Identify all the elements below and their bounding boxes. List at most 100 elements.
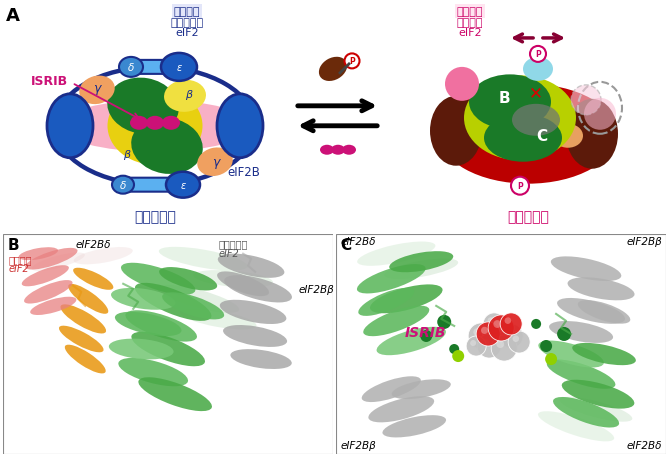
Text: eIF2: eIF2 [458, 28, 482, 38]
Ellipse shape [180, 309, 257, 330]
Text: リン酸化: リン酸化 [8, 254, 32, 264]
Ellipse shape [566, 100, 618, 169]
Ellipse shape [146, 117, 164, 130]
Text: C: C [340, 237, 352, 252]
Ellipse shape [342, 146, 356, 156]
Ellipse shape [358, 288, 414, 316]
Ellipse shape [557, 298, 625, 324]
Ellipse shape [47, 95, 93, 158]
Circle shape [420, 330, 432, 342]
Text: eIF2Bδ: eIF2Bδ [75, 239, 111, 249]
Ellipse shape [19, 248, 58, 261]
Circle shape [557, 327, 571, 341]
Text: P: P [349, 57, 355, 66]
FancyBboxPatch shape [125, 178, 185, 192]
Circle shape [504, 329, 511, 336]
Ellipse shape [392, 380, 451, 399]
Ellipse shape [320, 146, 334, 156]
Circle shape [511, 177, 529, 195]
Text: ISRIB: ISRIB [405, 325, 446, 339]
Ellipse shape [357, 242, 436, 266]
Ellipse shape [561, 380, 634, 409]
Text: eIF2: eIF2 [218, 248, 239, 258]
Circle shape [488, 318, 494, 324]
Ellipse shape [357, 264, 425, 294]
Text: δ: δ [120, 180, 126, 190]
Ellipse shape [30, 297, 76, 315]
Ellipse shape [59, 101, 251, 152]
FancyBboxPatch shape [125, 61, 185, 75]
Circle shape [470, 340, 476, 346]
Ellipse shape [218, 254, 284, 278]
Ellipse shape [73, 268, 113, 290]
Text: P: P [535, 50, 541, 59]
Ellipse shape [551, 257, 621, 281]
Ellipse shape [139, 377, 212, 411]
Text: 活性型構造: 活性型構造 [134, 210, 176, 224]
Circle shape [571, 86, 601, 116]
Ellipse shape [74, 247, 133, 265]
Circle shape [483, 313, 505, 335]
Ellipse shape [363, 306, 429, 336]
Text: eIF2B: eIF2B [227, 166, 260, 179]
Circle shape [445, 68, 479, 101]
Text: eIF2Bδ: eIF2Bδ [626, 441, 662, 450]
Circle shape [449, 344, 459, 354]
Ellipse shape [65, 345, 106, 374]
Text: 阻害型構造: 阻害型構造 [507, 210, 549, 224]
Ellipse shape [125, 311, 197, 342]
Ellipse shape [523, 58, 553, 82]
Ellipse shape [377, 327, 446, 355]
Circle shape [530, 47, 546, 63]
Ellipse shape [119, 58, 143, 78]
Ellipse shape [162, 117, 180, 130]
Ellipse shape [484, 115, 562, 162]
Ellipse shape [25, 248, 78, 270]
Ellipse shape [383, 415, 446, 437]
Ellipse shape [468, 103, 500, 127]
Text: γ: γ [212, 156, 220, 169]
Circle shape [468, 323, 494, 349]
Ellipse shape [578, 301, 630, 324]
Circle shape [488, 315, 514, 341]
Text: ε: ε [180, 180, 186, 190]
Circle shape [500, 313, 522, 335]
Circle shape [499, 324, 523, 348]
Circle shape [496, 341, 504, 348]
Ellipse shape [112, 176, 134, 194]
Text: B: B [7, 237, 19, 252]
Circle shape [482, 339, 489, 346]
Ellipse shape [469, 75, 551, 130]
Ellipse shape [553, 124, 583, 148]
Ellipse shape [107, 88, 202, 165]
Ellipse shape [121, 263, 196, 295]
Circle shape [531, 319, 541, 329]
Text: eIF2: eIF2 [175, 28, 199, 38]
Circle shape [540, 340, 552, 352]
Circle shape [584, 99, 616, 130]
Ellipse shape [159, 247, 247, 271]
Ellipse shape [224, 275, 292, 303]
Ellipse shape [131, 118, 203, 174]
FancyBboxPatch shape [336, 234, 666, 454]
Ellipse shape [164, 81, 206, 112]
Circle shape [344, 54, 360, 69]
Text: ISRIB: ISRIB [31, 75, 68, 88]
Ellipse shape [538, 341, 604, 368]
Ellipse shape [230, 349, 291, 369]
Ellipse shape [567, 278, 634, 301]
FancyBboxPatch shape [3, 234, 333, 454]
Circle shape [438, 315, 451, 329]
Ellipse shape [157, 285, 239, 313]
Ellipse shape [362, 376, 421, 402]
Ellipse shape [130, 117, 148, 130]
Ellipse shape [31, 253, 85, 271]
Ellipse shape [512, 105, 560, 136]
Ellipse shape [439, 84, 617, 184]
Text: eIF2Bβ: eIF2Bβ [298, 284, 334, 294]
Text: eIF2Bδ: eIF2Bδ [340, 236, 376, 246]
Ellipse shape [217, 272, 269, 297]
Ellipse shape [538, 411, 614, 442]
Circle shape [493, 320, 501, 328]
Ellipse shape [115, 312, 182, 336]
